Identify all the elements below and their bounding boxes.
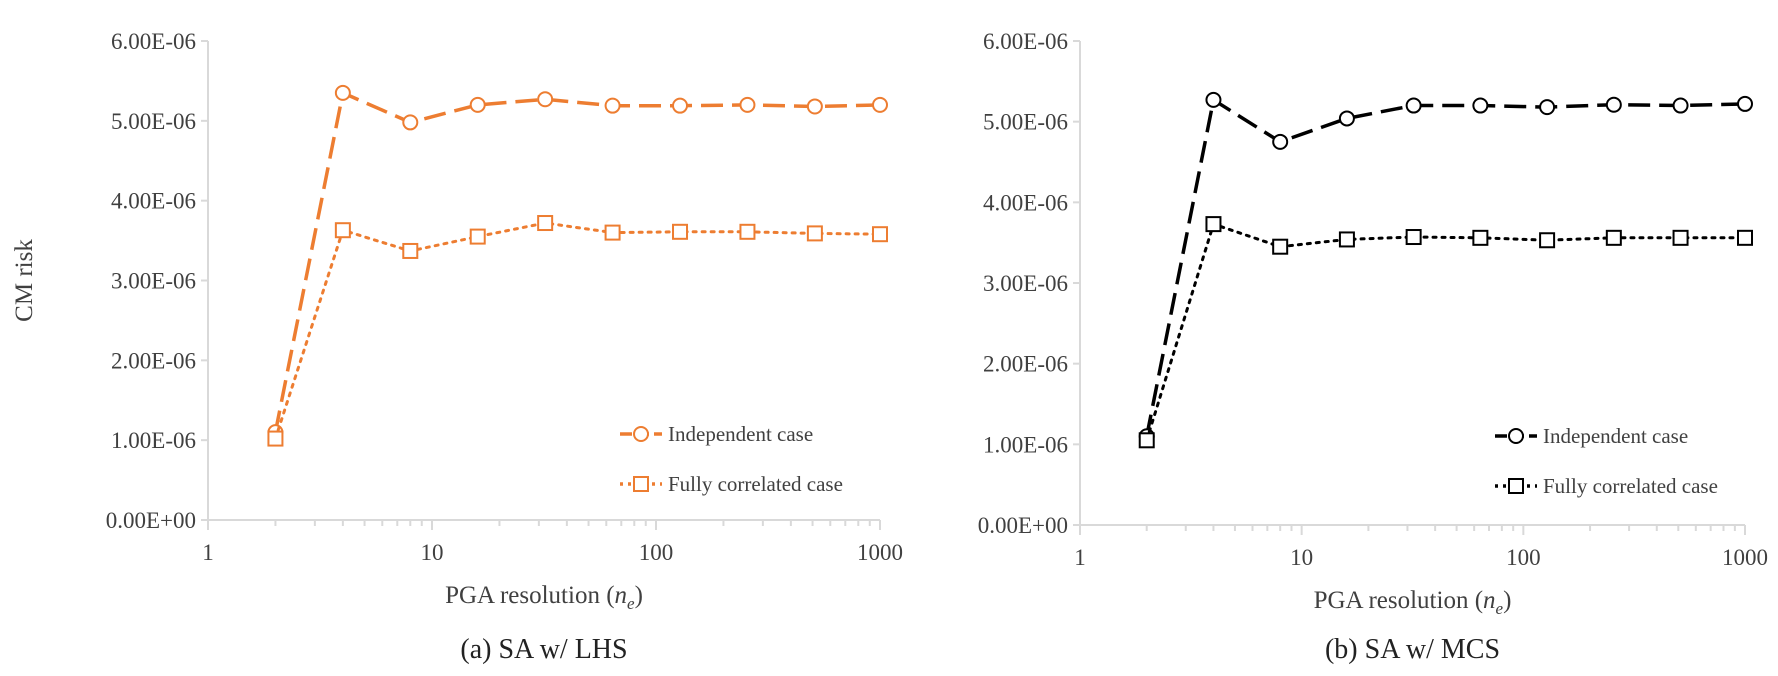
y-tick-label: 4.00E-06: [111, 189, 196, 214]
y-tick-label: 5.00E-06: [983, 110, 1068, 135]
data-point-circle: [1272, 133, 1289, 150]
x-axis-label-variable: n: [1483, 587, 1496, 614]
data-point-square: [1539, 232, 1556, 249]
data-point-square: [739, 223, 756, 240]
data-point-square: [1672, 229, 1689, 246]
data-point-square: [402, 242, 419, 259]
legend-marker-square: [1508, 478, 1524, 494]
y-tick-label: 0.00E+00: [106, 508, 196, 533]
series-line-fully-correlated: [273, 221, 882, 441]
data-point-square: [469, 228, 486, 245]
x-axis-label: PGA resolution (ne): [1314, 587, 1512, 618]
y-tick-label: 2.00E-06: [111, 348, 196, 373]
data-point-circle: [1405, 97, 1422, 114]
x-axis-label-suffix: ): [1503, 587, 1511, 614]
data-point-square: [806, 225, 823, 242]
data-point-circle: [1737, 95, 1753, 112]
y-tick-label: 1.00E-06: [983, 432, 1068, 457]
y-axis-label: CM risk: [11, 239, 38, 322]
legend-label: Independent case: [1543, 424, 1688, 448]
data-point-square: [267, 430, 284, 447]
x-axis-label-subscript: e: [627, 594, 635, 613]
data-point-circle: [1338, 110, 1355, 127]
y-tick-label: 2.00E-06: [983, 352, 1068, 377]
x-axis-label: PGA resolution (ne): [445, 582, 643, 613]
data-point-square: [537, 215, 554, 232]
data-point-circle: [1672, 97, 1689, 114]
data-point-circle: [672, 97, 689, 114]
data-point-circle: [537, 91, 554, 108]
x-tick-label: 1000: [857, 540, 903, 565]
legend-marker-circle: [1508, 428, 1524, 444]
y-tick-label: 4.00E-06: [983, 190, 1068, 215]
x-tick-label: 1: [202, 540, 214, 565]
data-point-square: [604, 224, 621, 241]
panel-caption: (b) SA w/ MCS: [1325, 634, 1500, 665]
data-point-circle: [402, 114, 419, 131]
data-point-square: [1138, 432, 1155, 449]
chart-panel-a: 0.00E+00 1.00E-06 2.00E-06 3.00E-06 4.00E-06…: [11, 29, 903, 665]
data-point-circle: [604, 97, 621, 114]
data-point-square: [334, 222, 351, 239]
data-point-square: [1605, 229, 1622, 246]
y-tick-label: 6.00E-06: [111, 29, 196, 54]
y-tick-label: 5.00E-06: [111, 109, 196, 134]
x-tick-label: 1000: [1722, 545, 1768, 570]
y-tick-label: 3.00E-06: [111, 269, 196, 294]
data-point-square: [1205, 216, 1222, 233]
x-tick-label: 10: [421, 540, 444, 565]
data-point-square: [672, 223, 689, 240]
data-point-square: [1272, 238, 1289, 255]
legend-marker-square: [633, 476, 649, 492]
x-tick-label: 100: [1506, 545, 1541, 570]
chart-panel-b: 0.00E+00 1.00E-06 2.00E-06 3.00E-06 4.00E-06…: [978, 29, 1768, 665]
series-line-independent: [273, 90, 881, 433]
legend-label: Fully correlated case: [668, 472, 843, 496]
data-point-circle: [739, 96, 756, 113]
data-point-square: [872, 226, 888, 243]
data-point-circle: [1539, 99, 1556, 116]
panel-caption: (a) SA w/ LHS: [460, 634, 627, 665]
legend-marker-circle: [633, 426, 649, 442]
data-point-square: [1472, 229, 1489, 246]
series-line-independent: [1144, 97, 1746, 437]
x-axis-label-subscript: e: [1496, 599, 1504, 618]
data-point-square: [1405, 229, 1422, 246]
data-point-circle: [806, 98, 823, 115]
y-tick-label: 1.00E-06: [111, 428, 196, 453]
data-point-square: [1737, 229, 1753, 246]
x-axis-label-prefix: PGA resolution (: [445, 582, 614, 609]
data-point-square: [1338, 231, 1355, 248]
series-line-fully-correlated: [1145, 222, 1747, 442]
x-tick-label: 10: [1290, 545, 1313, 570]
data-point-circle: [469, 96, 486, 113]
y-tick-label: 6.00E-06: [983, 29, 1068, 54]
x-axis-label-variable: n: [615, 582, 628, 609]
x-axis-label-prefix: PGA resolution (: [1314, 587, 1483, 614]
data-point-circle: [334, 84, 351, 101]
y-tick-label: 3.00E-06: [983, 271, 1068, 296]
y-tick-label: 0.00E+00: [978, 513, 1068, 538]
x-tick-label: 1: [1074, 545, 1086, 570]
data-point-circle: [1472, 97, 1489, 114]
legend-label: Independent case: [668, 422, 813, 446]
x-tick-label: 100: [639, 540, 674, 565]
data-point-circle: [872, 96, 888, 113]
data-point-circle: [1605, 96, 1622, 113]
x-axis-label-suffix: ): [635, 582, 643, 609]
legend-label: Fully correlated case: [1543, 474, 1718, 498]
data-point-circle: [1205, 91, 1222, 108]
